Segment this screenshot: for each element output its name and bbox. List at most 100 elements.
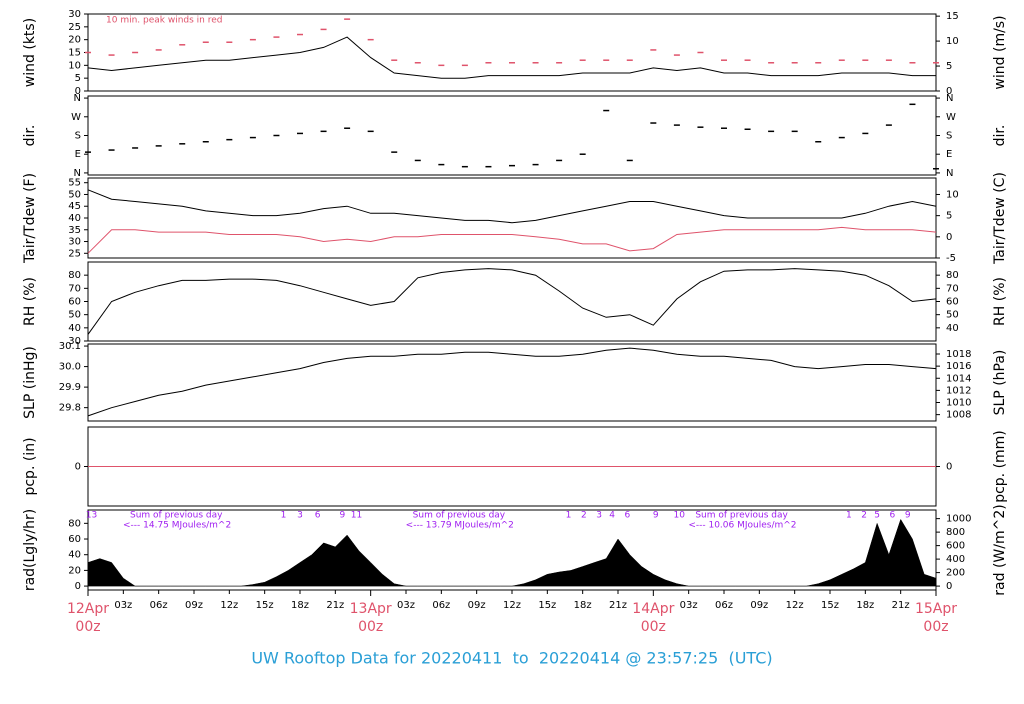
y2-tick-label: 60 xyxy=(946,297,959,308)
y2-tick-label: -5 xyxy=(946,253,956,264)
y-tick-label: E xyxy=(75,149,81,160)
y2-axis-label: SLP (hPa) xyxy=(992,350,1008,416)
x-tick-label: 09z xyxy=(185,600,203,611)
x-tick-label: 18z xyxy=(856,600,874,611)
x-tick-label: 15z xyxy=(256,600,274,611)
x-day-label: 12Apr xyxy=(67,601,109,617)
x-tick-label: 18z xyxy=(291,600,309,611)
hour-label: 1 xyxy=(281,511,287,521)
y2-tick-label: N xyxy=(946,93,953,104)
y-tick-label: 30 xyxy=(68,336,81,347)
y-tick-label: 0 xyxy=(75,462,81,473)
y-tick-label: 20 xyxy=(68,565,81,576)
y2-tick-label: E xyxy=(946,149,952,160)
y-tick-label: 15 xyxy=(68,48,81,59)
hour-label: 2 xyxy=(581,511,587,521)
y2-tick-label: 1012 xyxy=(946,385,971,396)
y-tick-label: 70 xyxy=(68,283,81,294)
y-tick-label: 40 xyxy=(68,213,81,224)
y2-tick-label: 800 xyxy=(946,527,965,538)
y2-tick-label: 10 xyxy=(946,36,959,47)
y2-tick-label: 1000 xyxy=(946,514,971,525)
y2-tick-label: 0 xyxy=(946,462,952,473)
panel-frame xyxy=(87,343,937,422)
hour-label: 6 xyxy=(625,511,631,521)
y-axis-label: RH (%) xyxy=(22,277,38,326)
y-tick-label: 80 xyxy=(68,518,81,529)
x-tick-label: 15z xyxy=(821,600,839,611)
y2-tick-label: 0 xyxy=(946,581,952,592)
annotation: <--- 10.06 MJoules/m^2 xyxy=(688,521,796,531)
y-tick-label: 80 xyxy=(68,270,81,281)
x-tick-label: 12z xyxy=(503,600,521,611)
line xyxy=(87,226,937,254)
y-tick-label: 30 xyxy=(68,9,81,20)
hour-label: 10 xyxy=(674,511,686,521)
y2-tick-label: N xyxy=(946,168,953,179)
hour-label: 11 xyxy=(351,511,362,521)
y2-tick-label: 600 xyxy=(946,541,965,552)
y-tick-label: 29.9 xyxy=(59,382,81,393)
hour-label: 5 xyxy=(874,511,880,521)
annotation: <--- 14.75 MJoules/m^2 xyxy=(123,521,231,531)
y-tick-label: 45 xyxy=(68,201,81,212)
y2-tick-label: 200 xyxy=(946,568,965,579)
x-tick-label: 21z xyxy=(892,600,910,611)
x-day-sublabel: 00z xyxy=(923,619,948,635)
y-tick-label: 50 xyxy=(68,310,81,321)
panel-frame xyxy=(87,261,937,342)
y-tick-label: 30.1 xyxy=(59,341,81,352)
y2-tick-label: 5 xyxy=(946,61,952,72)
y-axis-label: Tair/Tdew (F) xyxy=(22,173,38,264)
y2-tick-label: 15 xyxy=(946,11,959,22)
line xyxy=(87,347,937,417)
x-tick-label: 21z xyxy=(609,600,627,611)
area xyxy=(87,518,937,587)
annotation: Sum of previous day xyxy=(413,511,506,521)
y-axis-label: SLP (inHg) xyxy=(22,346,38,419)
x-tick-label: 06z xyxy=(150,600,168,611)
y2-tick-label: 1016 xyxy=(946,361,971,372)
y2-tick-label: 5 xyxy=(946,211,952,222)
chart-title: UW Rooftop Data for 20220411 to 20220414… xyxy=(251,649,772,668)
x-day-sublabel: 00z xyxy=(641,619,666,635)
x-tick-label: 03z xyxy=(397,600,415,611)
y2-tick-label: 1018 xyxy=(946,349,971,360)
y2-axis-label: pcp. (mm) xyxy=(992,430,1008,503)
hour-label: 6 xyxy=(315,511,321,521)
x-tick-label: 12z xyxy=(786,600,804,611)
y-tick-label: 20 xyxy=(68,35,81,46)
hour-label: 6 xyxy=(890,511,896,521)
y-tick-label: 25 xyxy=(68,248,81,259)
x-tick-label: 03z xyxy=(680,600,698,611)
x-tick-label: 09z xyxy=(750,600,768,611)
hour-label: 2 xyxy=(861,511,867,521)
line xyxy=(87,189,937,224)
y-tick-label: 0 xyxy=(75,581,81,592)
y2-tick-label: 0 xyxy=(946,86,952,97)
annotation: Sum of previous day xyxy=(130,511,223,521)
x-day-sublabel: 00z xyxy=(358,619,383,635)
y2-axis-label: Tair/Tdew (C) xyxy=(992,172,1008,265)
y-tick-label: 25 xyxy=(68,22,81,33)
hour-label: 3 xyxy=(596,511,602,521)
y2-tick-label: 1008 xyxy=(946,410,971,421)
hour-label: 9 xyxy=(653,511,659,521)
y-tick-label: W xyxy=(71,112,81,123)
x-day-label: 13Apr xyxy=(350,601,392,617)
x-tick-label: 21z xyxy=(326,600,344,611)
y-tick-label: 30 xyxy=(68,237,81,248)
y2-tick-label: 0 xyxy=(946,232,952,243)
panel-frame xyxy=(87,95,937,176)
y-axis-label: rad(Lgly/hr) xyxy=(22,509,38,591)
y-tick-label: 40 xyxy=(68,323,81,334)
y-tick-label: N xyxy=(74,93,81,104)
y-tick-label: 35 xyxy=(68,225,81,236)
y-tick-label: 0 xyxy=(75,86,81,97)
y2-tick-label: W xyxy=(946,112,956,123)
line xyxy=(87,36,936,79)
x-tick-label: 15z xyxy=(538,600,556,611)
y-tick-label: 10 xyxy=(68,60,81,71)
y-tick-label: 30.0 xyxy=(59,362,81,373)
y-tick-label: S xyxy=(75,131,81,142)
